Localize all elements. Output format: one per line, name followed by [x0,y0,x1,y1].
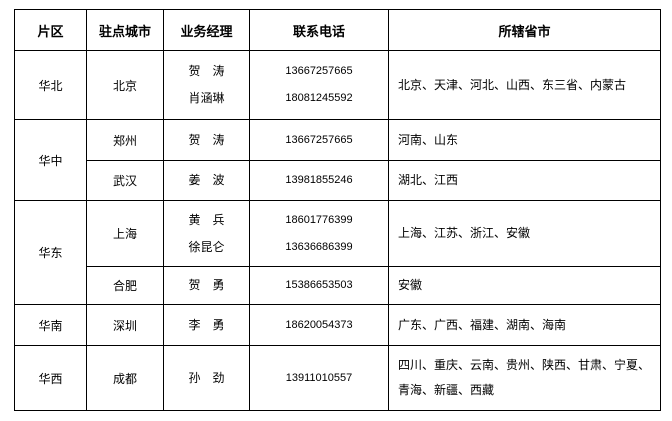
manager-name-cell: 孙 劲 [163,345,250,411]
provinces-cell: 湖北、江西 [388,160,661,201]
phone-number-cell: 13911010557 [249,345,389,411]
region-cell: 华南 [14,304,87,346]
city-cell: 北京 [86,50,164,120]
phone-number: 18620054373 [285,318,353,331]
phone-number: 13667257665 [285,133,353,146]
manager-name-cell: 贺 勇 [163,266,250,305]
phone-number-cell: 15386653503 [249,266,389,305]
table-row: 武汉 姜 波 13981855246 湖北、江西 [15,160,661,201]
city-cell: 武汉 [86,160,164,201]
phone-number-cell: 13981855246 [249,160,389,201]
manager-name: 孙 劲 [188,370,225,385]
phone-number-cell: 13667257665 [249,119,389,161]
provinces-cell: 北京、天津、河北、山西、东三省、内蒙古 [388,50,661,120]
manager-name-cell: 贺 涛肖涵琳 [163,50,250,120]
phone-number-cell: 13667257665 18081245592 [249,50,389,120]
provinces-cell: 河南、山东 [388,119,661,161]
region-cell: 华北 [14,50,87,120]
city-cell: 上海 [86,200,164,267]
region-cell: 华东 [14,200,87,305]
manager-name: 贺 勇 [188,278,225,292]
manager-name: 贺 涛 [188,64,225,78]
header-city: 驻点城市 [86,9,164,51]
region-contact-table: 片区 驻点城市 业务经理 联系电话 所辖省市 华北 北京贺 涛肖涵琳 1366725… [14,9,661,411]
manager-name-cell: 黄 兵徐昆仑 [163,200,250,267]
provinces: 四川、重庆、云南、贵州、陕西、甘肃、宁夏、 [398,358,651,372]
phone-number: 18601776399 [285,213,353,226]
city-cell: 合肥 [86,266,164,305]
manager-name-cell: 贺 涛 [163,119,250,161]
provinces: 广东、广西、福建、湖南、海南 [398,317,567,332]
manager-name-cell: 姜 波 [163,160,250,201]
city-cell: 郑州 [86,119,164,161]
phone-number: 13667257665 [285,65,353,77]
phone-number-cell: 18620054373 [249,304,389,346]
table-row: 华南 深圳 李 勇 18620054373 广东、广西、福建、湖南、海南 [14,304,661,346]
city-cell: 成都 [86,345,164,411]
provinces-cell: 四川、重庆、云南、贵州、陕西、甘肃、宁夏、 青海、新疆、西藏 [388,345,661,411]
manager-name: 徐昆仑 [188,239,225,254]
table-row: 华东 上海黄 兵徐昆仑 18601776399 13636686399 上海、江苏、浙江… [14,200,661,305]
manager-name: 姜 波 [188,173,225,187]
table-row: 华中 郑州 贺 涛 13667257665 河南、山东 [14,119,661,201]
city-cell: 深圳 [86,304,164,346]
phone-number: 15386653503 [285,279,353,291]
manager-name: 李 勇 [188,317,225,332]
manager-name: 贺 涛 [188,132,225,147]
header-provinces: 所辖省市 [388,9,661,51]
provinces: 河南、山东 [398,132,459,147]
region-cell: 华中 [14,119,87,201]
phone-number-cell: 18601776399 13636686399 [249,200,389,267]
manager-name: 黄 兵 [188,212,225,227]
header-manager: 业务经理 [163,9,250,51]
header-row: 片区 驻点城市 业务经理 联系电话 所辖省市 [14,9,661,51]
region-cell: 华西 [14,345,87,411]
phone-number: 13636686399 [285,240,353,253]
phone-number: 18081245592 [285,92,353,104]
header-region: 片区 [14,9,87,51]
provinces: 安徽 [398,278,423,292]
provinces: 青海、新疆、西藏 [398,383,495,397]
manager-name-cell: 李 勇 [163,304,250,346]
provinces: 湖北、江西 [398,173,459,187]
phone-number: 13911010557 [285,371,353,384]
provinces-cell: 安徽 [388,266,661,305]
table-row: 华西 成都 孙 劲 13911010557 四川、重庆、云南、贵州、陕西、甘肃、宁夏、青… [14,345,661,411]
provinces: 上海、江苏、浙江、安徽 [398,226,531,240]
provinces: 北京、天津、河北、山西、东三省、内蒙古 [398,77,627,92]
phone-number: 13981855246 [285,174,353,186]
manager-name: 肖涵琳 [188,91,225,105]
provinces-cell: 上海、江苏、浙江、安徽 [388,200,661,267]
table-row: 华北 北京贺 涛肖涵琳 13667257665 18081245592 北京、天津、河北… [14,50,661,120]
header-phone: 联系电话 [249,9,389,51]
provinces-cell: 广东、广西、福建、湖南、海南 [388,304,661,346]
table-row: 合肥 贺 勇 15386653503 安徽 [15,266,661,305]
